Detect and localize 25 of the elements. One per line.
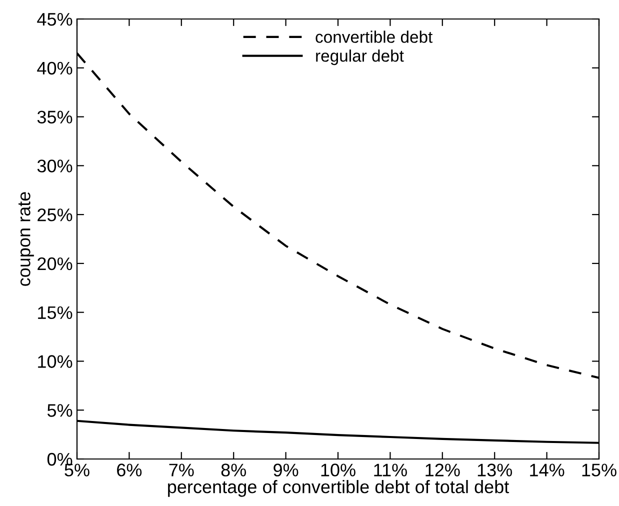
legend-label: regular debt bbox=[316, 50, 404, 66]
y-tick-label: 0% bbox=[47, 452, 72, 466]
y-tick-label: 20% bbox=[38, 257, 72, 270]
x-tick-label: 8% bbox=[221, 464, 246, 476]
x-tick-label: 5% bbox=[64, 464, 90, 476]
y-tick-label: 15% bbox=[38, 306, 72, 320]
x-tick-label: 15% bbox=[582, 464, 616, 476]
y-tick-label: 5% bbox=[47, 404, 72, 417]
y-axis-title: coupon rate bbox=[18, 192, 34, 286]
x-tick-label: 10% bbox=[321, 464, 356, 476]
y-tick-label: 25% bbox=[38, 208, 72, 222]
y-tick-label: 40% bbox=[37, 62, 72, 75]
y-tick-label: 30% bbox=[37, 160, 72, 172]
x-tick-label: 13% bbox=[478, 464, 512, 476]
y-tick-label: 45% bbox=[37, 13, 72, 26]
x-tick-label: 11% bbox=[374, 464, 407, 476]
x-tick-label: 7% bbox=[169, 464, 194, 476]
x-axis-title: percentage of convertible debt of total debt bbox=[168, 480, 510, 497]
x-tick-label: 12% bbox=[426, 464, 460, 476]
legend-label: convertible debt bbox=[316, 30, 433, 43]
y-tick-label: 10% bbox=[38, 355, 72, 368]
y-tick-label: 35% bbox=[37, 110, 72, 124]
x-tick-label: 9% bbox=[274, 464, 298, 476]
x-tick-label: 6% bbox=[117, 464, 142, 476]
x-tick-label: 14% bbox=[530, 464, 564, 476]
